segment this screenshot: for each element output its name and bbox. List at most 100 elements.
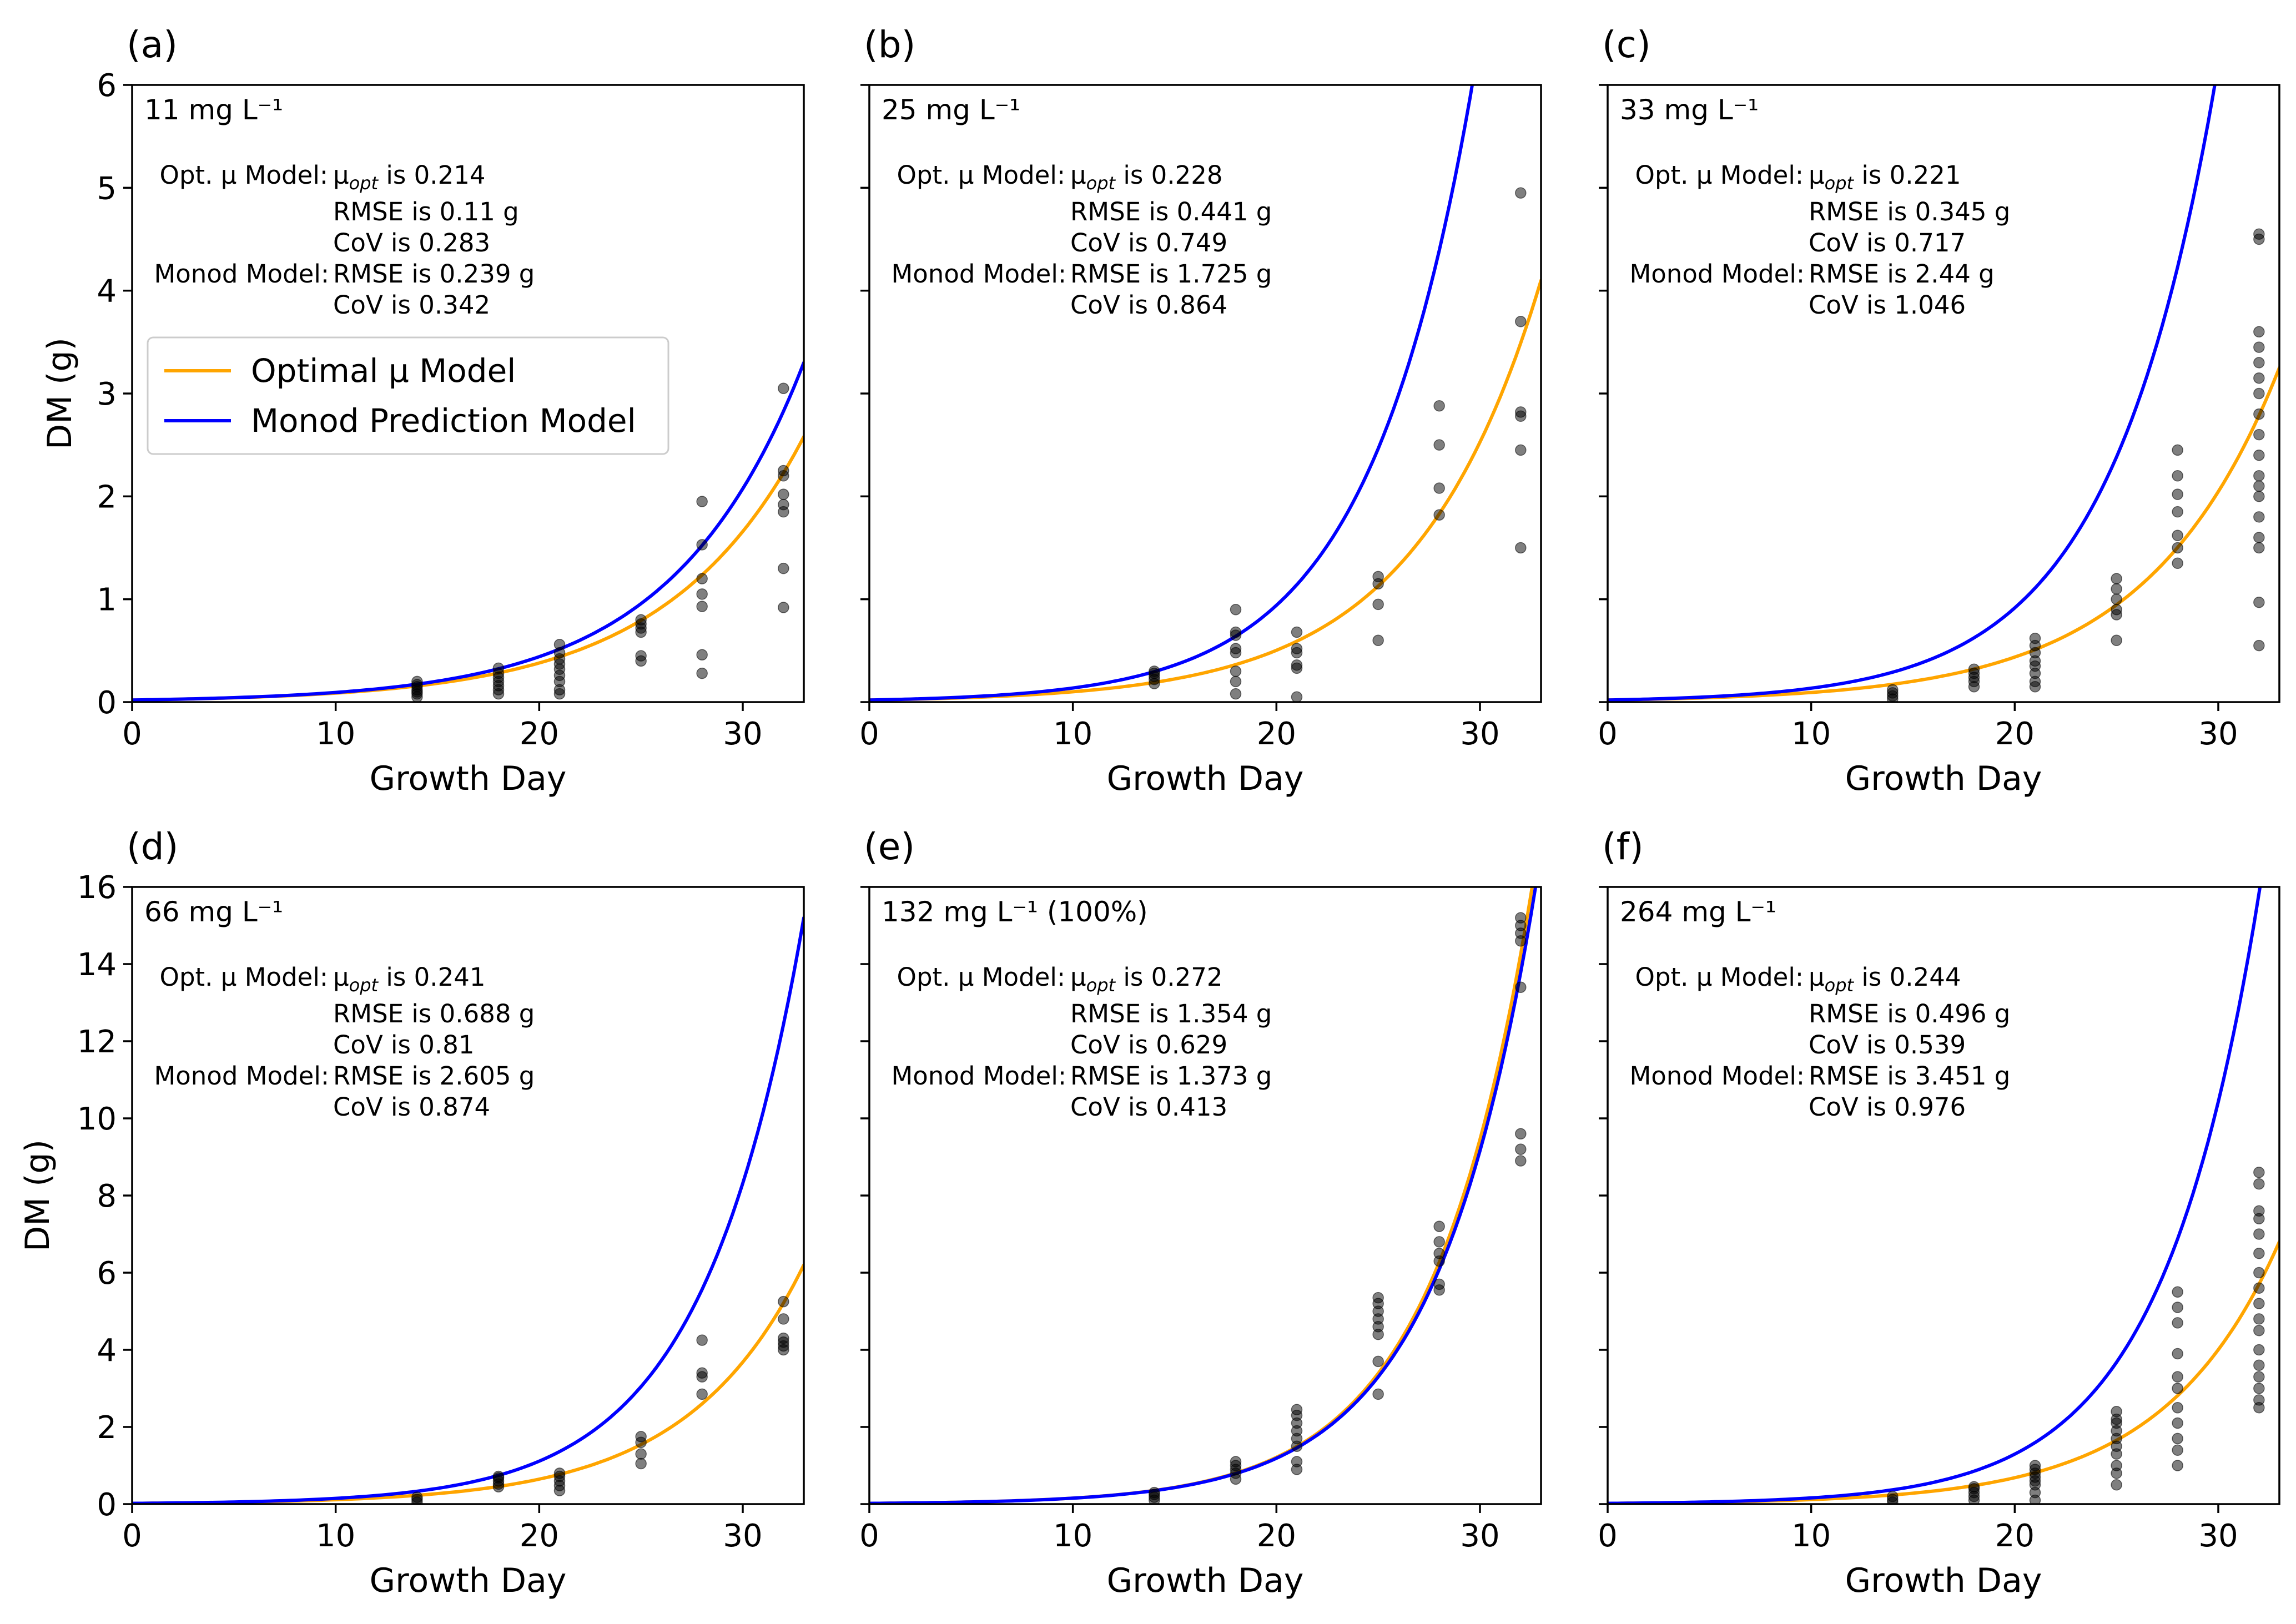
- observation-point: [778, 488, 789, 500]
- mu-opt-line: μopt is 0.228: [1070, 160, 1222, 194]
- observation-point: [2111, 573, 2122, 584]
- monod-curve: [132, 361, 804, 702]
- monod-rmse: RMSE is 2.605 g: [333, 1061, 535, 1091]
- observation-point: [2253, 1313, 2265, 1325]
- observation-point: [696, 1388, 708, 1400]
- observation-point: [1291, 626, 1303, 638]
- observation-point: [778, 1295, 789, 1308]
- monod-rmse: RMSE is 3.451 g: [1809, 1061, 2010, 1091]
- observation-point: [1372, 1355, 1384, 1368]
- observation-point: [2253, 542, 2265, 554]
- observation-point: [1372, 634, 1384, 647]
- monod-model-label: Monod Model:: [154, 259, 329, 289]
- monod-cov: CoV is 0.864: [1070, 290, 1227, 320]
- concentration-label: 11 mg L⁻¹: [144, 94, 283, 126]
- observation-point: [2253, 470, 2265, 482]
- observation-point: [778, 498, 789, 511]
- observation-point: [2172, 488, 2183, 500]
- x-axis-label: Growth Day: [1107, 759, 1304, 798]
- opt-model-label: Opt. μ Model:: [897, 962, 1065, 992]
- observation-point: [2029, 1460, 2041, 1471]
- monod-model-label: Monod Model:: [891, 259, 1066, 289]
- x-tick-label: 20: [520, 716, 559, 752]
- observation-point: [1968, 663, 1980, 675]
- observation-point: [2253, 326, 2265, 338]
- monod-rmse: RMSE is 2.44 g: [1809, 259, 1995, 289]
- legend-box: [147, 336, 669, 455]
- y-tick-label: 6: [97, 1255, 117, 1292]
- observation-point: [1433, 400, 1445, 412]
- monod-rmse: RMSE is 1.373 g: [1070, 1061, 1272, 1091]
- x-tick-label: 10: [1053, 1518, 1092, 1554]
- opt-model-label: Opt. μ Model:: [160, 160, 328, 190]
- y-tick-label: 8: [97, 1178, 117, 1214]
- y-tick-label: 6: [97, 68, 117, 104]
- observation-point: [2111, 1460, 2122, 1471]
- legend-label-monod: Monod Prediction Model: [251, 402, 636, 440]
- observation-point: [696, 601, 708, 612]
- observation-point: [2253, 532, 2265, 543]
- observation-point: [635, 650, 647, 662]
- observation-point: [696, 496, 708, 507]
- observation-point: [2253, 480, 2265, 492]
- x-tick-label: 0: [122, 716, 142, 752]
- observation-point: [1433, 1278, 1445, 1290]
- observation-point: [2111, 1405, 2122, 1418]
- observation-point: [635, 1431, 647, 1443]
- observation-point: [2172, 1383, 2183, 1394]
- mu-opt-line: μopt is 0.221: [1809, 160, 1961, 194]
- observation-point: [1291, 691, 1303, 702]
- mu-opt-line: μopt is 0.214: [333, 160, 485, 194]
- observation-point: [1230, 675, 1242, 688]
- x-tick-label: 20: [1257, 1518, 1296, 1554]
- y-tick-label: 0: [97, 1487, 117, 1523]
- panel-f: 0 10 20 30 (f) 264 mg L⁻¹ Opt. μ Model: μopt is…: [1598, 825, 2280, 1600]
- observation-point: [2253, 228, 2265, 240]
- observation-point: [1291, 643, 1303, 654]
- observation-point: [2253, 357, 2265, 369]
- panel-e: 0 10 20 30 (e) 132 mg L⁻¹ (100%) Opt. μ Model:…: [859, 825, 1542, 1600]
- y-tick-label: 4: [97, 274, 117, 310]
- opt-model-label: Opt. μ Model:: [897, 160, 1065, 190]
- y-tick-label: 5: [97, 170, 117, 206]
- plot-frame: [868, 84, 1542, 703]
- observation-point: [696, 649, 708, 660]
- observation-point: [2253, 1282, 2265, 1294]
- observation-point: [1230, 1456, 1242, 1467]
- observation-point: [1372, 1292, 1384, 1304]
- observation-point: [2172, 1317, 2183, 1329]
- x-axis-label: Growth Day: [370, 759, 567, 798]
- monod-cov: CoV is 0.342: [333, 290, 490, 320]
- panel-label: (e): [864, 825, 915, 868]
- monod-rmse: RMSE is 1.725 g: [1070, 259, 1272, 289]
- panel-label: (c): [1602, 23, 1651, 66]
- y-tick-label: 2: [97, 1410, 117, 1446]
- observation-point: [778, 382, 789, 394]
- observation-point: [2253, 1205, 2265, 1217]
- x-tick-label: 30: [2198, 1518, 2238, 1554]
- observation-point: [2253, 1371, 2265, 1383]
- y-tick-label: 2: [97, 479, 117, 515]
- observation-point: [1433, 482, 1445, 494]
- observation-point: [1887, 1490, 1899, 1502]
- opt-cov: CoV is 0.629: [1070, 1030, 1227, 1060]
- x-tick-label: 30: [1460, 716, 1499, 752]
- y-axis-label: DM (g): [41, 337, 79, 450]
- panel-d: 0 2 4 6 8 10 12 14 16 0 10 20 30 (d) 66 mg L⁻¹ Opt. μ M…: [18, 825, 805, 1600]
- x-tick-label: 30: [2198, 716, 2238, 752]
- observation-point: [2253, 449, 2265, 461]
- concentration-label: 33 mg L⁻¹: [1620, 94, 1759, 126]
- observation-point: [2253, 511, 2265, 523]
- x-tick-label: 30: [1460, 1518, 1499, 1554]
- monod-cov: CoV is 0.976: [1809, 1092, 1966, 1122]
- observation-point: [2253, 596, 2265, 608]
- opt-model-label: Opt. μ Model:: [160, 962, 328, 992]
- observation-point: [1515, 187, 1527, 199]
- observation-point: [1230, 643, 1242, 654]
- concentration-label: 264 mg L⁻¹: [1620, 896, 1776, 928]
- observation-point: [1433, 1236, 1445, 1248]
- x-tick-label: 0: [1598, 1518, 1618, 1554]
- monod-curve: [132, 916, 804, 1504]
- monod-curve: [869, 887, 1538, 1504]
- monod-cov: CoV is 0.413: [1070, 1092, 1227, 1122]
